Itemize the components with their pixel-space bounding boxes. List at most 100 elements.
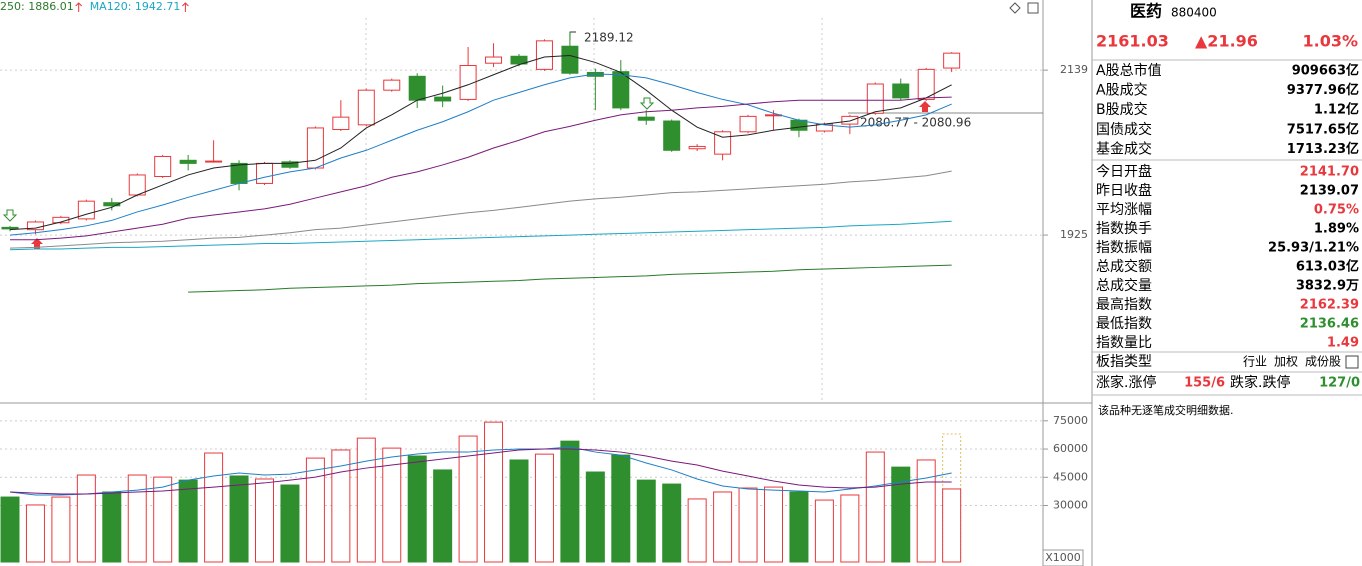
candle-body [612,71,630,109]
stat-value: 0.75% [1314,203,1359,218]
candle-body [77,200,95,220]
volume-bar [916,459,936,563]
stat-value: 2139.07 [1300,184,1359,199]
candle-body [459,65,477,100]
candle-body [714,131,732,155]
candle-body [205,160,223,163]
volume-bar [433,469,453,563]
volume-bar [51,496,71,563]
decliners-label: 跌家.跌停 [1230,374,1290,391]
candle-body [103,202,121,207]
advancers-label: 涨家.涨停 [1096,374,1156,391]
stat-label: B股成交 [1096,101,1148,118]
y-tick-label: 1925 [1060,228,1088,241]
volume-bar [25,504,45,563]
volume-bar [153,476,173,563]
candle-body [1,226,19,230]
buy-signal [919,101,931,112]
stat-value: 2162.39 [1300,298,1359,313]
stat-value: 909663亿 [1292,63,1359,79]
stat-value: 1.12亿 [1314,102,1359,118]
volume-bar [255,478,274,563]
moving-average-line [9,170,952,249]
tool-icon[interactable] [1009,2,1021,14]
candle-body [485,56,503,64]
candle-body [866,83,884,114]
volume-bar [0,496,20,563]
candle-body [332,116,350,130]
moving-average-line [9,73,952,236]
advancers-value: 155/6 [1184,376,1225,391]
stat-value: 2136.46 [1300,317,1359,332]
stat-label: 指数振幅 [1096,240,1152,256]
stat-value: 2141.70 [1300,165,1359,180]
high-annotation: 2189.12 [584,31,634,45]
tool-icon[interactable] [1027,2,1039,14]
candle-body [892,83,910,99]
volume-bar [204,452,224,563]
stat-value: 1.49 [1327,336,1359,351]
volume-bar [356,437,376,563]
y-tick-label: 45000 [1053,470,1088,483]
candle-body [128,174,146,196]
candle-body [434,96,452,102]
decliners-value: 127/0 [1319,376,1360,391]
volume-bar [458,435,478,563]
volume-bar [636,479,656,563]
stat-label: 基金成交 [1096,140,1152,157]
y-tick-label: 60000 [1053,442,1088,455]
volume-bar [865,451,885,563]
volume-bar [382,447,402,563]
volume-bar [229,475,249,563]
stat-label: A股总市值 [1096,62,1162,79]
candle-body [256,162,273,184]
stat-value: 3832.9万 [1296,279,1359,294]
note: 该品种无逐笔成交明细数据. [1098,403,1234,417]
volume-bar [585,471,605,563]
stat-value: 9377.96亿 [1287,82,1359,98]
legend-arrow [75,2,83,12]
stat-label: 最低指数 [1096,316,1152,332]
candle-body [383,79,401,91]
volume-bar [891,466,911,563]
stat-label: 昨日收盘 [1096,182,1152,199]
candle-body [408,75,426,101]
stat-label: 今日开盘 [1096,163,1152,180]
moving-average-line [9,220,952,251]
unit-label: X1000 [1045,551,1081,564]
stat-label: 总成交量 [1096,277,1152,294]
candle-body [357,89,375,126]
price-change: ▲21.96 [1195,32,1258,51]
sector-type-label: 板指类型 [1096,354,1152,370]
volume-bar [611,454,631,563]
moving-average-line [188,264,952,293]
candle-body [306,127,324,169]
candle-body [179,159,197,164]
sector-option[interactable]: 行业 [1243,355,1267,369]
price-change-pct: 1.03% [1302,32,1358,51]
volume-bar [840,494,860,563]
volume-bar [942,488,962,563]
stat-value: 7517.65亿 [1287,121,1359,137]
volume-bar [280,484,300,563]
sector-icon[interactable] [1345,355,1359,369]
stat-label: 最高指数 [1096,296,1152,313]
volume-bar [713,491,733,563]
sector-option[interactable]: 成份股 [1305,355,1341,369]
stat-label: A股成交 [1096,82,1148,99]
stat-label: 指数换手 [1096,220,1152,237]
stat-label: 国债成交 [1096,121,1152,138]
sector-option[interactable]: 加权 [1274,355,1298,369]
candle-body [739,115,757,133]
moving-average-line [10,96,952,241]
volume-bar [814,499,834,563]
legend-arrow [182,2,189,12]
y-tick-label: 75000 [1053,414,1088,427]
volume-bar [764,486,783,563]
candle-body [637,116,655,121]
buy-signal [31,238,43,249]
volume-bar [102,491,122,563]
moving-average-line [9,446,952,496]
stat-value: 613.03亿 [1296,259,1359,275]
